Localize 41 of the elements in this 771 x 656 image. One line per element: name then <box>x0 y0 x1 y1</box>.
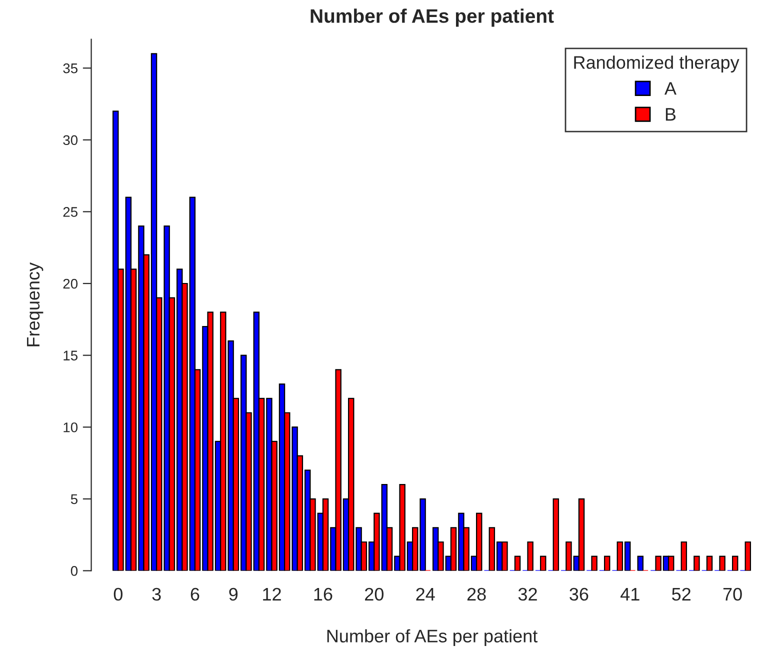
bar <box>706 556 713 571</box>
x-tick-label: 24 <box>416 588 435 600</box>
x-tick-label: 0 <box>114 588 122 601</box>
x-tick-label: 36 <box>570 588 588 601</box>
bar <box>694 556 700 571</box>
y-tick-label: 30 <box>63 135 78 146</box>
bar <box>514 556 521 571</box>
bar <box>732 556 738 571</box>
y-tick-label: 5 <box>70 494 78 504</box>
x-tick-label: 32 <box>518 588 537 601</box>
x-tick-label: 28 <box>467 588 486 601</box>
bar <box>680 541 688 571</box>
x-tick-label: 41 <box>620 588 640 600</box>
y-tick-label: 15 <box>64 350 78 360</box>
bar <box>591 556 598 571</box>
x-tick-label: 20 <box>365 588 384 601</box>
x-tick-label: 12 <box>263 588 281 600</box>
x-tick-label: 3 <box>152 588 161 601</box>
y-tick-label: 35 <box>63 63 78 74</box>
bar <box>552 498 560 571</box>
y-tick-label: 0 <box>70 566 78 576</box>
x-tick-label: 70 <box>723 588 742 601</box>
bar <box>719 556 726 571</box>
bar <box>604 556 610 571</box>
y-axis-title: Frequency <box>27 262 44 346</box>
x-tick-label: 52 <box>672 588 690 601</box>
y-tick-label: 20 <box>63 278 78 289</box>
bar <box>527 541 534 571</box>
x-tick-label: 9 <box>229 588 238 601</box>
bar <box>540 556 546 571</box>
legend-title: Randomized therapy <box>574 56 740 72</box>
x-tick-label: 16 <box>314 588 332 601</box>
y-tick-label: 10 <box>64 422 78 432</box>
legend-label: A <box>664 82 676 95</box>
bar <box>744 541 752 571</box>
x-tick-label: 6 <box>190 588 200 601</box>
x-axis-title: Number of AEs per patient <box>327 629 538 646</box>
y-tick-label: 25 <box>63 207 78 217</box>
bar <box>637 556 644 571</box>
legend-label: B <box>666 108 676 121</box>
chart-title: Number of AEs per patient <box>310 8 554 27</box>
